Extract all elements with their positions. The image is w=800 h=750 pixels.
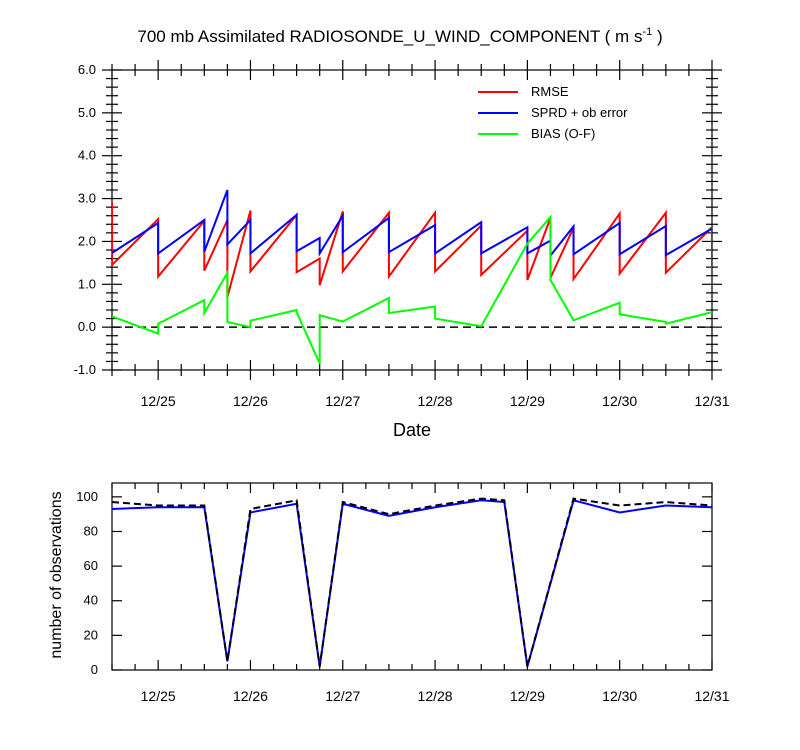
- chart-title-superscript: -1: [642, 26, 652, 38]
- top-y-tick-label: -1.0: [74, 362, 96, 377]
- top-y-tick-label: 2.0: [78, 233, 96, 248]
- legend-label: SPRD + ob error: [531, 105, 628, 120]
- top-y-tick-label: 3.0: [78, 191, 96, 206]
- bottom-y-tick-label: 60: [84, 558, 98, 573]
- top-series-rmse: [112, 202, 712, 298]
- top-y-tick-label: 5.0: [78, 105, 96, 120]
- top-x-tick-label: 12/28: [418, 393, 453, 409]
- bottom-y-tick-label: 20: [84, 627, 98, 642]
- x-axis-title: Date: [393, 420, 431, 440]
- bottom-series-possible: [112, 497, 712, 667]
- top-x-tick-label: 12/26: [233, 393, 268, 409]
- top-series-bias-o-f: [112, 214, 712, 364]
- top-x-tick-label: 12/29: [510, 393, 545, 409]
- top-series-sprd-ob-error: [112, 189, 712, 259]
- top-x-tick-label: 12/31: [694, 393, 729, 409]
- bottom-x-tick-label: 12/28: [418, 688, 453, 704]
- bottom-y-tick-label: 0: [91, 662, 98, 677]
- y-axis-title-observations: number of observations: [48, 491, 65, 658]
- legend-label: BIAS (O-F): [531, 126, 595, 141]
- bottom-y-tick-label: 40: [84, 593, 98, 608]
- rmse-panel: 12/25 12/26 12/27 12/28 12/29 12/30 12/31 -1.0 0…: [74, 60, 730, 409]
- bottom-series-assimilated: [112, 499, 712, 667]
- bottom-y-tick-label: 80: [84, 523, 98, 538]
- chart-title: 700 mb Assimilated RADIOSONDE_U_WIND_COM…: [137, 26, 662, 46]
- legend-label: RMSE: [531, 84, 569, 99]
- top-y-tick-label: 4.0: [78, 148, 96, 163]
- top-y-tick-label: 1.0: [78, 276, 96, 291]
- bottom-x-tick-label: 12/26: [233, 688, 268, 704]
- bottom-x-tick-label: 12/25: [141, 688, 176, 704]
- bottom-y-tick-label: 100: [76, 489, 98, 504]
- top-x-tick-label: 12/30: [602, 393, 637, 409]
- observations-panel: 12/25 12/26 12/27 12/28 12/29 12/30 12/31 0 20 40…: [76, 482, 730, 704]
- chart-title-suffix: ): [652, 27, 662, 46]
- top-y-tick-label: 6.0: [78, 62, 96, 77]
- chart-title-main: 700 mb Assimilated RADIOSONDE_U_WIND_COM…: [137, 27, 642, 46]
- bottom-x-tick-label: 12/29: [510, 688, 545, 704]
- legend: RMSE SPRD + ob error BIAS (O-F): [478, 84, 628, 141]
- top-x-tick-label: 12/27: [325, 393, 360, 409]
- bottom-x-tick-label: 12/30: [602, 688, 637, 704]
- bottom-x-tick-label: 12/31: [694, 688, 729, 704]
- bottom-x-tick-label: 12/27: [325, 688, 360, 704]
- top-x-tick-label: 12/25: [141, 393, 176, 409]
- top-y-tick-label: 0.0: [78, 319, 96, 334]
